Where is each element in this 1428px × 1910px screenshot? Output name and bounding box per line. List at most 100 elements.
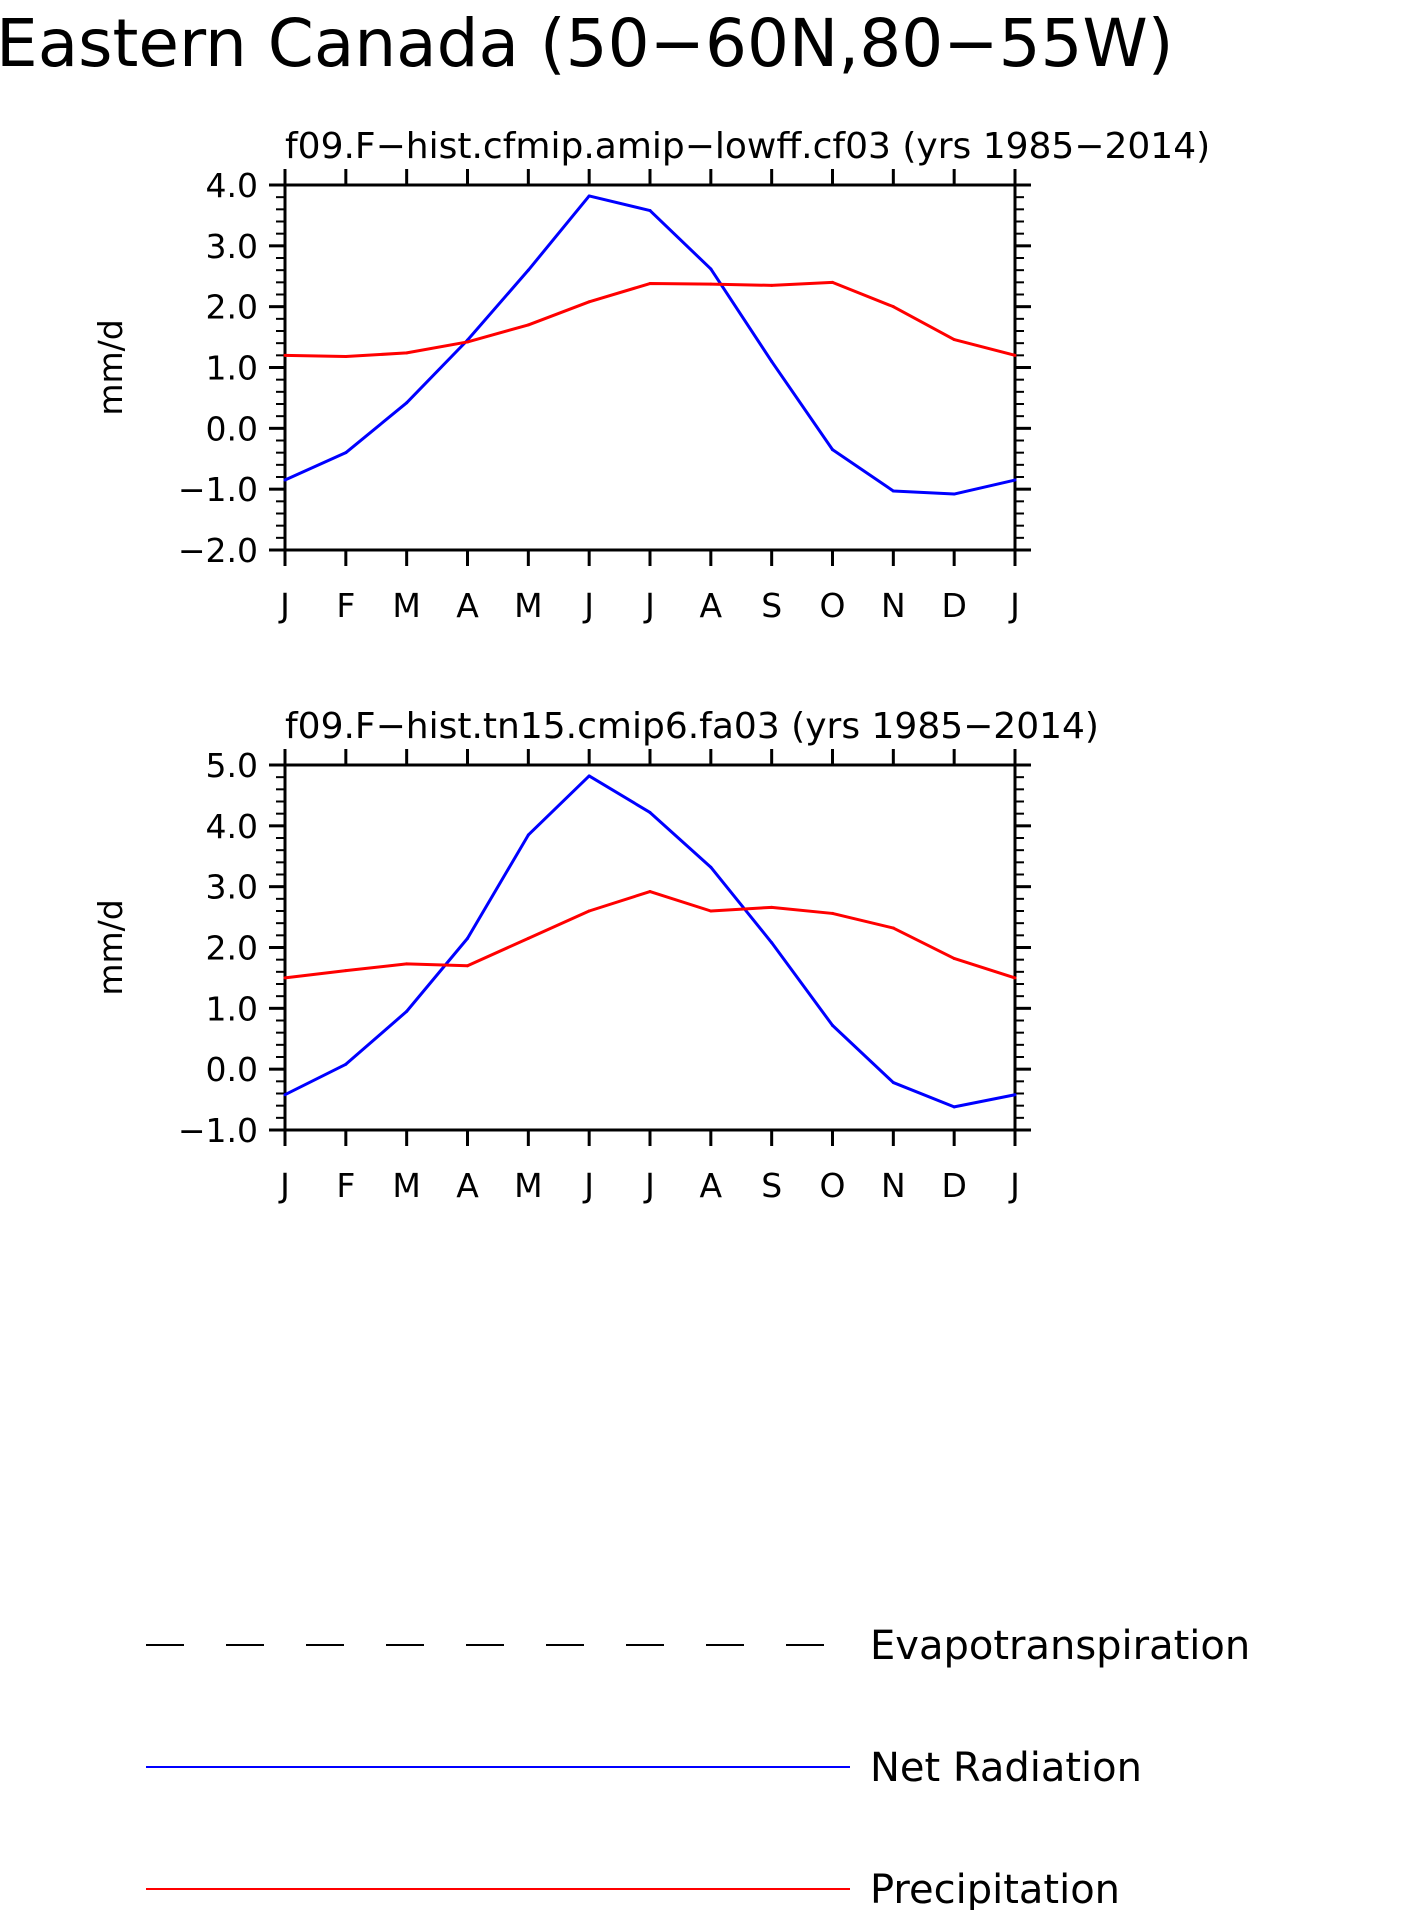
x-tick-label: N bbox=[881, 1166, 906, 1205]
series-line-net-radiation bbox=[284, 774, 1016, 1109]
plot-frame bbox=[283, 183, 1017, 552]
series-line-precipitation bbox=[284, 890, 1016, 980]
data-point bbox=[770, 283, 774, 287]
data-point bbox=[526, 268, 530, 272]
data-point bbox=[1013, 478, 1017, 482]
x-tick-label: M bbox=[392, 1166, 420, 1205]
x-tick-label: D bbox=[941, 586, 966, 625]
data-point bbox=[526, 833, 530, 837]
data-point bbox=[952, 956, 956, 960]
data-point bbox=[283, 353, 287, 357]
x-tick-label: A bbox=[700, 586, 723, 625]
data-point bbox=[405, 351, 409, 355]
data-point bbox=[526, 323, 530, 327]
legend-item-evapotranspiration: Evapotranspiration bbox=[146, 1623, 1250, 1669]
data-point bbox=[344, 451, 348, 455]
data-point bbox=[891, 305, 895, 309]
data-point bbox=[466, 936, 469, 940]
y-tick-label: 5.0 bbox=[206, 746, 258, 785]
data-point bbox=[648, 810, 652, 814]
data-point bbox=[283, 478, 287, 482]
chart-panel-2: f09.F−hist.tn15.cmip6.fa03 (yrs 1985−201… bbox=[91, 706, 1099, 1205]
data-point bbox=[283, 1093, 287, 1097]
data-point bbox=[344, 969, 348, 973]
legend-label: Net Radiation bbox=[870, 1745, 1142, 1791]
y-axis-label: mm/d bbox=[91, 319, 130, 415]
data-point bbox=[709, 282, 713, 286]
x-tick-label: S bbox=[761, 1166, 782, 1205]
data-point bbox=[466, 340, 469, 344]
x-tick-label: J bbox=[643, 586, 655, 625]
data-point bbox=[587, 774, 591, 778]
data-point bbox=[405, 401, 409, 405]
data-point bbox=[770, 359, 774, 363]
data-point bbox=[405, 962, 409, 966]
chart-panel-1: f09.F−hist.cfmip.amip−lowff.cf03 (yrs 19… bbox=[91, 126, 1210, 625]
plot-frame bbox=[283, 763, 1017, 1132]
x-tick-label: J bbox=[278, 586, 290, 625]
x-tick-label: J bbox=[582, 1166, 594, 1205]
x-tick-label: M bbox=[392, 586, 420, 625]
data-point bbox=[952, 1105, 956, 1109]
data-point bbox=[891, 1081, 895, 1085]
data-point bbox=[891, 489, 895, 493]
data-point bbox=[952, 492, 956, 496]
x-tick-label: J bbox=[1008, 586, 1020, 625]
data-point bbox=[831, 448, 834, 452]
y-tick-label: 3.0 bbox=[206, 868, 258, 907]
x-tick-label: O bbox=[820, 586, 846, 625]
data-point bbox=[1013, 353, 1017, 357]
data-point bbox=[526, 936, 530, 940]
y-tick-label: 3.0 bbox=[206, 227, 258, 266]
data-point bbox=[648, 209, 652, 213]
data-point bbox=[283, 976, 287, 980]
data-point bbox=[709, 267, 713, 271]
data-point bbox=[344, 1062, 348, 1066]
legend-item-precipitation: Precipitation bbox=[146, 1867, 1120, 1910]
y-tick-label: 1.0 bbox=[206, 349, 258, 388]
data-point bbox=[466, 964, 469, 968]
data-point bbox=[648, 890, 652, 894]
legend: Evapotranspiration Net Radiation Precipita… bbox=[146, 1623, 1250, 1910]
data-point bbox=[709, 909, 713, 913]
x-tick-label: A bbox=[456, 586, 479, 625]
series-line-net-radiation bbox=[284, 194, 1016, 496]
panel-title: f09.F−hist.tn15.cmip6.fa03 (yrs 1985−201… bbox=[285, 706, 1099, 747]
legend-label: Precipitation bbox=[870, 1867, 1120, 1910]
x-tick-label: M bbox=[514, 586, 542, 625]
y-tick-label: 2.0 bbox=[206, 288, 258, 327]
y-axis-label: mm/d bbox=[91, 899, 130, 995]
y-tick-label: 0.0 bbox=[206, 1050, 258, 1089]
x-tick-label: S bbox=[761, 586, 782, 625]
chart-panels: f09.F−hist.cfmip.amip−lowff.cf03 (yrs 19… bbox=[91, 126, 1210, 1205]
x-tick-label: J bbox=[1008, 1166, 1020, 1205]
series-line-precipitation bbox=[284, 280, 1016, 359]
data-point bbox=[831, 280, 834, 284]
data-point bbox=[709, 865, 713, 869]
data-point bbox=[831, 911, 834, 915]
data-point bbox=[770, 905, 774, 909]
y-tick-label: −1.0 bbox=[178, 470, 258, 509]
data-point bbox=[1013, 1093, 1017, 1097]
x-tick-label: F bbox=[336, 1166, 355, 1205]
data-point bbox=[587, 300, 591, 304]
legend-label: Evapotranspiration bbox=[870, 1623, 1250, 1669]
x-tick-label: A bbox=[700, 1166, 723, 1205]
panel-title: f09.F−hist.cfmip.amip−lowff.cf03 (yrs 19… bbox=[285, 126, 1210, 167]
y-tick-label: 4.0 bbox=[206, 166, 258, 205]
figure-title: Eastern Canada (50−60N,80−55W) bbox=[0, 5, 1174, 82]
x-tick-label: J bbox=[582, 586, 594, 625]
y-tick-label: 2.0 bbox=[206, 929, 258, 968]
x-tick-label: J bbox=[278, 1166, 290, 1205]
data-point bbox=[405, 1009, 409, 1013]
data-point bbox=[891, 926, 895, 930]
data-point bbox=[587, 194, 591, 198]
data-point bbox=[770, 941, 774, 945]
data-point bbox=[344, 355, 348, 359]
x-tick-label: O bbox=[820, 1166, 846, 1205]
y-tick-label: 1.0 bbox=[206, 989, 258, 1028]
y-tick-label: −1.0 bbox=[178, 1111, 258, 1150]
y-tick-label: −2.0 bbox=[178, 531, 258, 570]
x-tick-label: A bbox=[456, 1166, 479, 1205]
